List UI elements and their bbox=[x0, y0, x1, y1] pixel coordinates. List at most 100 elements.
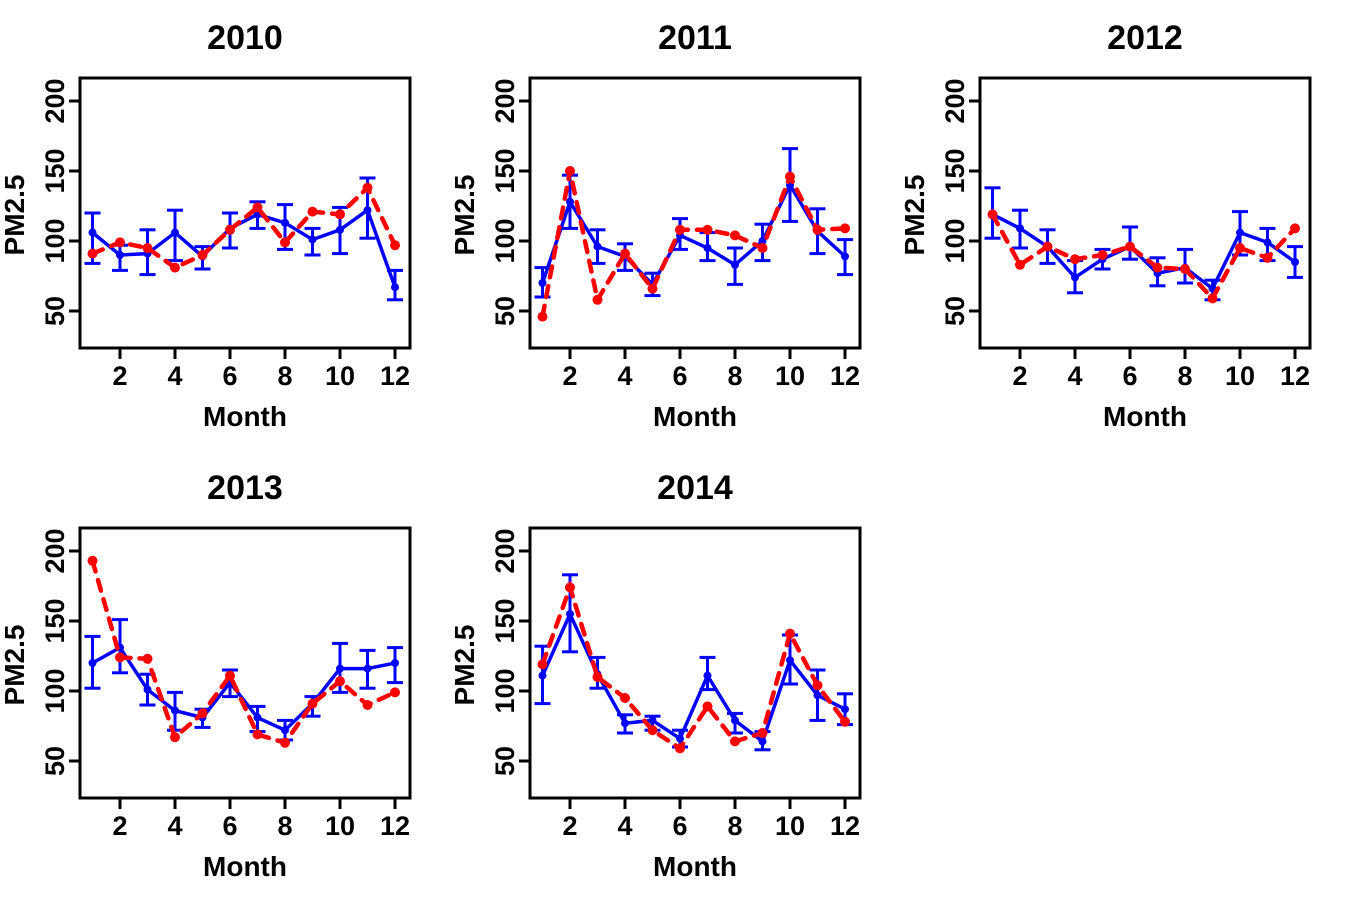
data-point bbox=[88, 228, 97, 237]
y-axis-label: PM2.5 bbox=[450, 175, 480, 256]
data-point bbox=[225, 224, 235, 235]
data-point bbox=[731, 716, 739, 725]
x-tick-label: 12 bbox=[380, 811, 410, 841]
data-point bbox=[363, 664, 372, 673]
data-point bbox=[785, 171, 795, 182]
data-point bbox=[391, 659, 399, 667]
data-point bbox=[142, 243, 153, 253]
data-point bbox=[87, 555, 98, 566]
data-point bbox=[197, 250, 208, 260]
x-tick-label: 8 bbox=[277, 361, 292, 391]
data-point bbox=[390, 687, 400, 698]
series-reference-dashed bbox=[87, 555, 400, 748]
panel-title: 2011 bbox=[658, 19, 732, 57]
x-tick-label: 2 bbox=[1012, 361, 1027, 391]
y-axis-label: PM2.5 bbox=[0, 625, 30, 706]
data-point bbox=[538, 671, 547, 680]
axes: 50 100 150 200 2 4 6 8 10 12 bbox=[40, 78, 410, 391]
plot-area: 50 100 150 200 2 4 6 8 10 12 bbox=[40, 526, 412, 841]
x-tick-label: 6 bbox=[1122, 361, 1137, 391]
x-tick-label: 12 bbox=[830, 811, 860, 841]
x-tick-label: 2 bbox=[562, 361, 577, 391]
data-point bbox=[170, 262, 180, 273]
data-point bbox=[757, 243, 768, 253]
x-tick-label: 12 bbox=[380, 361, 410, 391]
panel-2013: 2013 50 100 150 200 2 4 6 8 10 12 Month PM2.5 bbox=[0, 450, 450, 900]
series-reference-dashed bbox=[537, 580, 850, 754]
panel-2014: 2014 50 100 150 200 2 4 6 8 10 12 Month PM2.5 bbox=[450, 450, 900, 900]
error-bars bbox=[84, 176, 403, 302]
data-point bbox=[702, 224, 713, 235]
data-point bbox=[1015, 259, 1025, 270]
panel-2011: 2011 50 100 150 200 2 4 6 8 10 12 Month PM2.5 bbox=[450, 0, 900, 450]
data-point bbox=[757, 728, 768, 738]
series-monthly-mean-with-error-bars bbox=[84, 618, 403, 742]
y-tick-label: 100 bbox=[490, 668, 520, 713]
panel-title: 2013 bbox=[207, 469, 283, 507]
x-tick-label: 10 bbox=[775, 361, 805, 391]
data-point bbox=[812, 224, 823, 235]
plot-box bbox=[978, 76, 1312, 350]
series-reference-dashed bbox=[987, 209, 1300, 304]
data-point bbox=[1097, 250, 1108, 260]
x-tick-label: 4 bbox=[617, 811, 632, 841]
series-line bbox=[990, 212, 1298, 303]
axes: 50 100 150 200 2 4 6 8 10 12 bbox=[940, 78, 1310, 391]
data-point bbox=[253, 713, 262, 722]
y-tick-label: 50 bbox=[40, 296, 70, 326]
chart-2014: 2014 50 100 150 200 2 4 6 8 10 12 Month PM2.5 bbox=[450, 469, 862, 882]
data-point bbox=[731, 260, 739, 269]
data-point bbox=[592, 294, 603, 305]
data-point bbox=[362, 182, 373, 193]
data-point bbox=[252, 202, 263, 213]
series-line bbox=[540, 170, 848, 319]
y-tick-label: 150 bbox=[490, 148, 520, 193]
x-tick-label: 6 bbox=[672, 811, 687, 841]
chart-2012: 2012 50 100 150 200 2 4 6 8 10 12 Month PM2.5 bbox=[900, 19, 1312, 432]
plot-area: 50 100 150 200 2 4 6 8 10 12 bbox=[490, 526, 862, 841]
data-point bbox=[841, 705, 849, 714]
data-point bbox=[647, 725, 658, 736]
data-point bbox=[537, 659, 548, 670]
data-point bbox=[565, 166, 575, 176]
data-point bbox=[593, 242, 602, 251]
x-tick-label: 8 bbox=[727, 361, 742, 391]
data-point bbox=[840, 716, 850, 727]
x-tick-label: 2 bbox=[112, 361, 127, 391]
y-tick-label: 150 bbox=[490, 598, 520, 643]
plot-box bbox=[78, 526, 412, 800]
data-point bbox=[115, 237, 125, 248]
data-point bbox=[1042, 241, 1053, 252]
data-point bbox=[702, 701, 713, 712]
series-monthly-mean-with-error-bars bbox=[984, 186, 1303, 302]
y-tick-label: 100 bbox=[40, 668, 70, 713]
x-tick-label: 10 bbox=[325, 361, 355, 391]
x-tick-label: 12 bbox=[830, 361, 860, 391]
x-tick-label: 4 bbox=[167, 811, 182, 841]
series-line bbox=[540, 609, 847, 745]
data-point bbox=[703, 244, 712, 252]
data-point bbox=[675, 743, 685, 754]
x-tick-label: 6 bbox=[222, 361, 237, 391]
x-tick-label: 8 bbox=[727, 811, 742, 841]
x-tick-label: 4 bbox=[617, 361, 632, 391]
data-point bbox=[758, 737, 767, 746]
data-point bbox=[785, 628, 795, 639]
axes: 50 100 150 200 2 4 6 8 10 12 bbox=[40, 528, 410, 841]
data-point bbox=[170, 732, 180, 743]
data-point bbox=[537, 311, 548, 322]
data-point bbox=[675, 224, 685, 235]
data-point bbox=[335, 676, 345, 687]
series-monthly-mean-with-error-bars bbox=[84, 176, 403, 302]
y-tick-label: 100 bbox=[490, 218, 520, 263]
panel-2012: 2012 50 100 150 200 2 4 6 8 10 12 Month PM2.5 bbox=[900, 0, 1350, 450]
data-point bbox=[1125, 241, 1135, 252]
data-point bbox=[308, 235, 317, 244]
x-tick-label: 10 bbox=[1225, 361, 1255, 391]
data-point bbox=[280, 737, 290, 748]
data-point bbox=[1016, 224, 1024, 233]
plot-box bbox=[78, 76, 412, 350]
data-point bbox=[730, 230, 740, 241]
y-tick-label: 50 bbox=[940, 296, 970, 326]
